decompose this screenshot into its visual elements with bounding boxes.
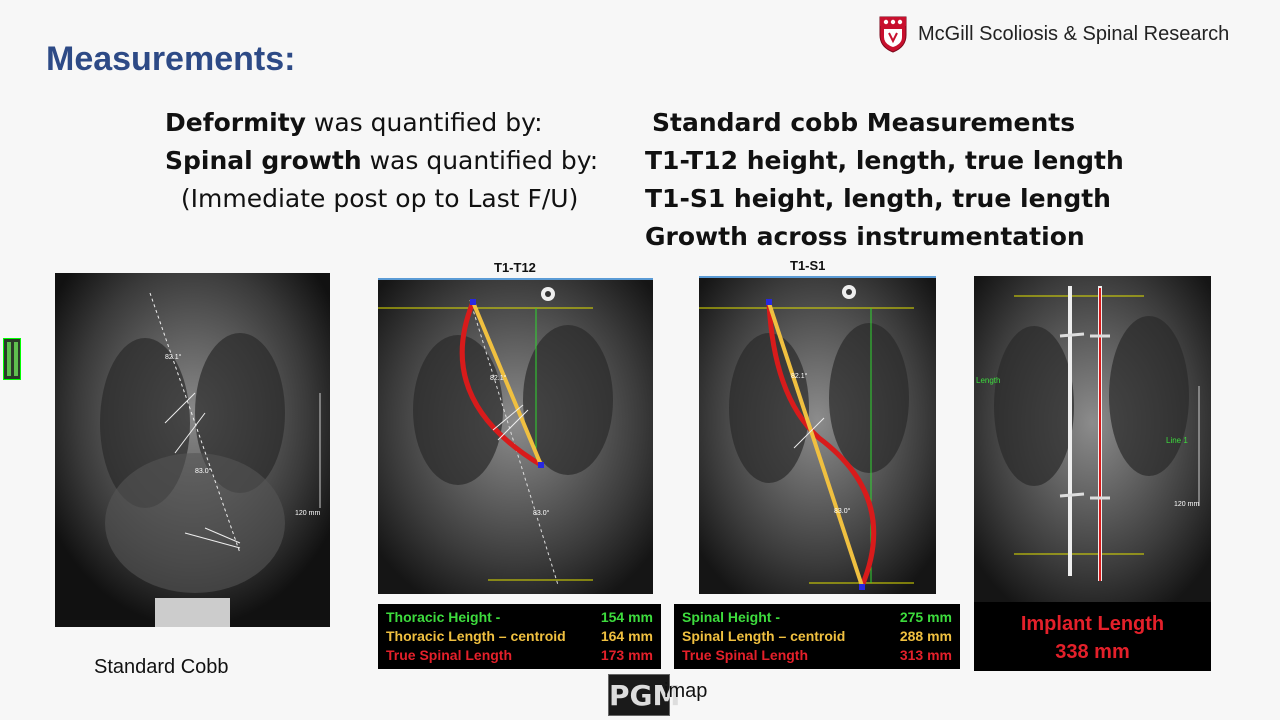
xray-cobb: 82.1° 83.0° 120 mm <box>55 273 330 627</box>
line-label: Line 1 <box>1166 436 1188 445</box>
t1t12-stats: Thoracic Height -154 mm Thoracic Length … <box>378 604 661 669</box>
t1s1-caption: T1-S1 <box>790 258 826 273</box>
xray-implant-image: Length Line 1 120 mm <box>974 276 1211 602</box>
side-marker <box>3 338 21 380</box>
mcgill-crest-icon <box>879 16 907 53</box>
xray-implant: Length Line 1 120 mm <box>974 276 1211 602</box>
left-line-1: Deformity was quantified by: <box>165 108 543 137</box>
angle-top: 82.1° <box>165 353 182 361</box>
left-line-2: Spinal growth was quantified by: <box>165 146 599 175</box>
stat-row: True Spinal Length 313 mm <box>682 647 952 663</box>
angle-bottom: 83.0° <box>195 467 212 475</box>
xray-t1s1: 82.1° 83.0° <box>699 276 936 594</box>
right-line-2: T1-T12 height, length, true length <box>645 146 1124 175</box>
angle-top: 82.1° <box>791 372 808 380</box>
implant-length-label: Implant Length <box>1020 613 1165 635</box>
side-length-label: Length <box>976 376 1000 385</box>
stat-row: Spinal Length – centroid 288 mm <box>682 628 952 644</box>
xray-t1t12: 82.1° 83.0° <box>378 278 653 594</box>
stat-row: Thoracic Height -154 mm <box>386 609 653 625</box>
stat-row: True Spinal Length 173 mm <box>386 647 653 663</box>
right-column: Standard cobb Measurements T1-T12 height… <box>645 104 1124 256</box>
left-line-3: (Immediate post op to Last F/U) <box>165 184 579 213</box>
t1t12-caption: T1-T12 <box>494 260 536 275</box>
right-line-3: T1-S1 height, length, true length <box>645 184 1111 213</box>
standard-cobb-caption: Standard Cobb <box>94 656 229 678</box>
right-line-1: Standard cobb Measurements <box>652 108 1076 137</box>
implant-length-box: Implant Length 338 mm <box>974 602 1211 671</box>
xray-t1t12-image: 82.1° 83.0° <box>378 280 653 594</box>
xray-t1s1-image: 82.1° 83.0° <box>699 278 936 594</box>
scale-label: 120 mm <box>295 510 320 517</box>
scale-label: 120 mm <box>1174 501 1199 508</box>
stat-row: Spinal Height -275 mm <box>682 609 952 625</box>
xray-cobb-image: 82.1° 83.0° 120 mm <box>55 273 330 627</box>
pgm-logo-sub: imap <box>664 680 708 702</box>
implant-length-value: 338 mm <box>1055 641 1130 663</box>
left-column: Deformity was quantified by: Spinal grow… <box>165 104 598 218</box>
t1s1-stats: Spinal Height -275 mm Spinal Length – ce… <box>674 604 960 669</box>
stat-row: Thoracic Length – centroid 164 mm <box>386 628 653 644</box>
brand: McGill Scoliosis & Spinal Research <box>878 14 1229 54</box>
org-name: McGill Scoliosis & Spinal Research <box>918 22 1230 45</box>
slide-title: Measurements: <box>46 40 296 78</box>
angle-bottom: 83.0° <box>834 507 851 515</box>
right-line-4: Growth across instrumentation <box>645 222 1085 251</box>
angle-top: 82.1° <box>490 374 507 382</box>
pgm-logo: PGM <box>608 674 680 716</box>
angle-bottom: 83.0° <box>533 509 550 517</box>
